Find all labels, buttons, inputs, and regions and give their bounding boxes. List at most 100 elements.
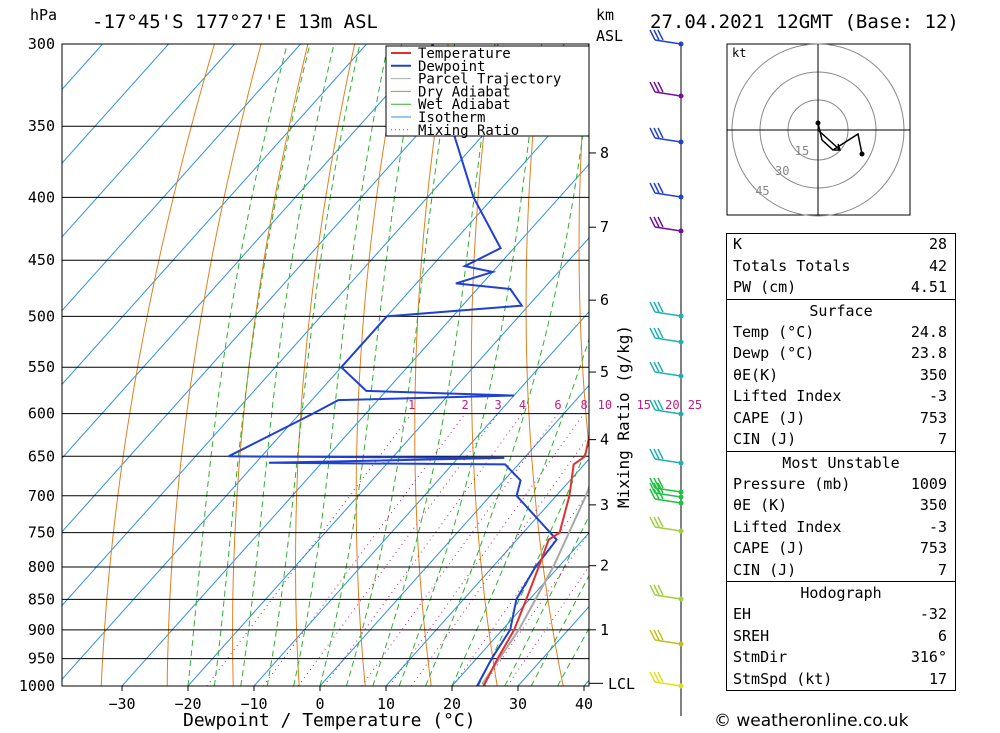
surface-row: θE(K) 350 xyxy=(727,365,955,387)
mixing-ratio-line xyxy=(482,532,589,686)
mixing-ratio-axis-label: Mixing Ratio (g/kg) xyxy=(614,325,633,508)
surface-value: 7 xyxy=(937,430,947,448)
height-tick-label: 3 xyxy=(600,496,609,514)
wind-barbs xyxy=(649,29,684,716)
wind-barb-feather xyxy=(657,182,664,194)
wet-adiabat-line xyxy=(187,44,288,686)
isotherm-line xyxy=(62,44,301,312)
index-row: PW (cm) 4.51 xyxy=(727,277,955,299)
surface-label: CIN (J) xyxy=(733,430,797,448)
mixing-ratio-line xyxy=(506,565,589,686)
wind-barb-feather xyxy=(653,29,660,41)
mixing-ratio-line xyxy=(262,413,466,686)
temperature-tick-labels: −30 −20 −10 0 10 20 30 40 xyxy=(108,686,593,713)
surface-row: CIN (J) 7 xyxy=(727,429,955,451)
unstable-row: Lifted Index -3 xyxy=(727,517,955,539)
surface-label: Dewp (°C) xyxy=(733,344,815,362)
hodograph-index-value: 316° xyxy=(910,648,947,666)
mixing-ratio-label: 20 xyxy=(665,398,679,412)
hodograph-index-value: -32 xyxy=(919,605,947,623)
wind-barb-feather xyxy=(653,488,660,500)
surface-label: Temp (°C) xyxy=(733,322,815,341)
hodograph-unit: kt xyxy=(732,46,746,60)
unstable-value: 7 xyxy=(937,560,947,579)
mixing-ratio-label: 6 xyxy=(554,398,561,412)
unstable-row: Pressure (mb) 1009 xyxy=(727,474,955,496)
wind-barb-feather xyxy=(649,516,656,528)
unstable-value: 753 xyxy=(919,539,947,557)
hodograph-ring-label: 45 xyxy=(755,184,769,198)
wind-barb-feather xyxy=(653,671,660,683)
surface-row: Temp (°C) 24.8 xyxy=(727,322,955,344)
surface-row: Dewp (°C) 23.8 xyxy=(727,343,955,365)
pressure-tick-labels: 300 350 400 450 500 550 600 650 700 750 800 850 900 9… xyxy=(19,35,55,695)
wind-barb-feather xyxy=(653,301,660,313)
isotherm-line xyxy=(319,384,589,686)
credit-text[interactable]: © weatheronline.co.uk xyxy=(714,711,909,731)
surface-title: Surface xyxy=(809,301,873,320)
mixing-ratio-label: 4 xyxy=(519,398,526,412)
wind-barb-feather xyxy=(657,671,664,683)
wet-adiabat-line xyxy=(398,44,542,686)
wind-barb-feather xyxy=(653,482,660,494)
wind-barb-staff xyxy=(654,498,682,504)
hodograph-point xyxy=(815,120,821,126)
mixing-ratio-line xyxy=(206,413,412,686)
unstable-row: CAPE (J) 753 xyxy=(727,538,955,560)
pressure-tick-label: 900 xyxy=(28,621,55,639)
wet-adiabat-line xyxy=(530,574,589,686)
dry-adiabat-line xyxy=(414,44,449,686)
temperature-tick-label: 40 xyxy=(575,695,593,713)
surface-value: -3 xyxy=(928,387,947,405)
mixing-ratio-line xyxy=(297,413,499,686)
isotherm-line xyxy=(385,458,589,686)
height-tick-label: 7 xyxy=(600,218,609,236)
legend-label: Isotherm xyxy=(418,110,485,126)
wind-barb-feather xyxy=(653,629,660,641)
pressure-tick-label: 500 xyxy=(28,307,55,325)
hodograph-index-row: EH -32 xyxy=(727,604,955,626)
surface-row: CAPE (J) 753 xyxy=(727,408,955,430)
mixing-ratio-label: 25 xyxy=(688,398,702,412)
wind-barb-feather xyxy=(649,29,656,41)
index-label: K xyxy=(733,235,743,253)
wind-barb-staff xyxy=(654,226,682,232)
isotherm-line xyxy=(187,237,589,686)
wind-barb-staff xyxy=(654,337,682,343)
pressure-tick-label: 650 xyxy=(28,447,55,465)
wind-barb-feather xyxy=(649,477,656,489)
mixing-ratio-label: 2 xyxy=(461,398,468,412)
index-label: Totals Totals xyxy=(733,256,851,275)
asl-unit: ASL xyxy=(596,27,623,45)
surface-row: Lifted Index -3 xyxy=(727,386,955,408)
hodograph-index-label: StmDir xyxy=(733,648,788,666)
wet-adiabat-line xyxy=(451,337,589,686)
unstable-row: CIN (J) 7 xyxy=(727,560,955,582)
wind-barb-feather xyxy=(649,81,656,93)
surface-label: θE(K) xyxy=(733,365,779,384)
index-row: Totals Totals 42 xyxy=(727,256,955,278)
hodograph-title: Hodograph xyxy=(800,584,882,602)
wind-barb-feather xyxy=(657,448,664,460)
wind-barb-feather xyxy=(649,127,656,139)
indices-top-panel: K 28 Totals Totals 42 PW (cm) 4.51 xyxy=(726,233,956,300)
wind-barb-feather xyxy=(653,584,660,596)
legend-label: Parcel Trajectory xyxy=(418,72,561,88)
hodograph-index-label: EH xyxy=(733,605,752,623)
wind-barb-feather xyxy=(649,182,656,194)
wind-barb-feather xyxy=(653,516,660,528)
unstable-row: θE (K) 350 xyxy=(727,495,955,517)
mixing-ratio-label: 3 xyxy=(495,398,502,412)
mixing-ratio-line xyxy=(388,413,585,686)
wind-barb-feather xyxy=(657,516,664,528)
pressure-unit: hPa xyxy=(30,6,57,24)
hodograph-index-row: StmDir 316° xyxy=(727,647,955,669)
temperature-tick-label: −10 xyxy=(240,695,267,713)
pressure-tick-label: 850 xyxy=(28,590,55,608)
isotherm-line xyxy=(121,163,589,686)
km-unit: km xyxy=(596,6,614,24)
hodograph-index-row: StmSpd (kt) 17 xyxy=(727,669,955,691)
isotherm-line xyxy=(253,310,589,686)
dry-adiabat-line xyxy=(100,44,215,686)
